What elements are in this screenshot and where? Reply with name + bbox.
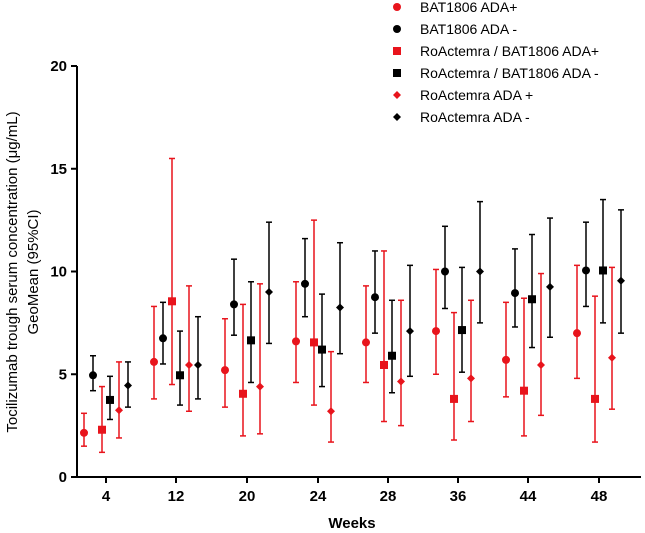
x-tick-label: 36 (450, 488, 467, 505)
data-point (502, 355, 510, 364)
data-point (89, 371, 97, 380)
y-tick-label: 10 (50, 264, 67, 281)
data-point (336, 303, 344, 312)
data-point (194, 361, 202, 370)
series-3 (98, 157, 599, 454)
x-tick-label: 4 (102, 488, 111, 505)
data-point (256, 382, 264, 391)
legend: BAT1806 ADA+ BAT1806 ADA - RoActemra / BAT… (393, 0, 599, 125)
x-tick-label: 24 (310, 488, 327, 505)
y-axis-title-line2: GeoMean (95%CI) (25, 209, 42, 334)
data-point (397, 377, 405, 386)
data-point (573, 329, 581, 338)
data-point (546, 282, 554, 291)
legend-marker (393, 47, 401, 55)
data-point (176, 371, 184, 380)
legend-item: BAT1806 ADA+ (393, 0, 517, 15)
data-point (115, 406, 123, 415)
series-1 (80, 264, 581, 447)
data-point (432, 327, 440, 336)
x-tick-label: 48 (591, 488, 608, 505)
x-tick-label: 20 (239, 488, 256, 505)
data-point (247, 336, 255, 345)
data-point (106, 395, 114, 404)
data-point (406, 327, 414, 336)
legend-marker (393, 113, 401, 121)
data-point (371, 293, 379, 302)
series-2 (89, 221, 590, 392)
x-tick-label: 28 (380, 488, 397, 505)
x-tick-label: 12 (168, 488, 185, 505)
legend-marker (393, 69, 401, 77)
data-point (265, 288, 273, 297)
legend-label: BAT1806 ADA+ (420, 0, 517, 15)
y-tick-label: 0 (59, 469, 67, 486)
data-point (476, 267, 484, 276)
data-point (230, 300, 238, 309)
legend-item: RoActemra / BAT1806 ADA+ (393, 43, 599, 59)
legend-item: BAT1806 ADA - (393, 21, 517, 37)
data-point (168, 297, 176, 306)
legend-item: RoActemra ADA + (393, 87, 533, 103)
data-point (362, 338, 370, 347)
data-point (458, 326, 466, 335)
y-tick-label: 15 (50, 161, 67, 178)
data-point (520, 386, 528, 395)
x-axis-title: Weeks (328, 515, 375, 532)
legend-marker (393, 3, 401, 11)
legend-marker (393, 91, 401, 99)
data-point (450, 394, 458, 403)
data-point (441, 267, 449, 276)
data-point (327, 407, 335, 416)
legend-label: BAT1806 ADA - (420, 21, 517, 37)
data-point (239, 389, 247, 398)
data-point (528, 295, 536, 304)
data-point (380, 361, 388, 370)
y-tick-label: 5 (59, 366, 67, 383)
data-point (292, 337, 300, 346)
data-point (221, 366, 229, 375)
data-point (467, 374, 475, 383)
data-point (388, 351, 396, 360)
series-4 (106, 198, 607, 421)
data-point (150, 357, 158, 366)
legend-label: RoActemra ADA + (420, 87, 533, 103)
data-point (159, 334, 167, 343)
plot-area (80, 157, 625, 454)
legend-item: RoActemra ADA - (393, 109, 530, 125)
data-point (608, 353, 616, 362)
legend-label: RoActemra / BAT1806 ADA+ (420, 43, 599, 59)
legend-marker (393, 25, 401, 33)
data-point (98, 425, 106, 434)
series-6 (124, 200, 625, 408)
series-5 (115, 266, 616, 443)
data-point (301, 279, 309, 288)
y-axis-title-line1: Tocilizumab trough serum concentration (… (4, 111, 21, 432)
legend-label: RoActemra / BAT1806 ADA - (420, 65, 599, 81)
data-point (318, 345, 326, 354)
data-point (582, 266, 590, 275)
data-point (124, 381, 132, 390)
legend-label: RoActemra ADA - (420, 109, 530, 125)
legend-item: RoActemra / BAT1806 ADA - (393, 65, 599, 81)
data-point (617, 276, 625, 285)
data-point (599, 266, 607, 275)
data-point (537, 361, 545, 370)
data-point (591, 394, 599, 403)
data-point (185, 361, 193, 370)
data-point (80, 428, 88, 437)
x-tick-label: 44 (520, 488, 537, 505)
y-tick-label: 20 (50, 58, 67, 75)
data-point (310, 338, 318, 347)
data-point (511, 289, 519, 298)
